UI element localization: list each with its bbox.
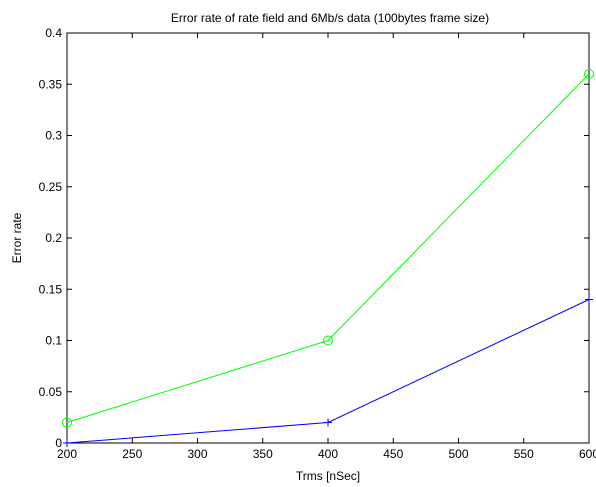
x-tick-label: 450 <box>383 447 403 461</box>
series-2-point <box>324 418 332 427</box>
y-tick-label: 0.3 <box>45 129 62 143</box>
x-tick-label: 600 <box>579 447 596 461</box>
x-tick-label: 350 <box>253 447 273 461</box>
chart-title: Error rate of rate field and 6Mb/s data … <box>171 11 489 25</box>
y-axis-title: Error rate <box>10 212 24 263</box>
y-tick-label: 0.05 <box>39 385 63 399</box>
x-tick-label: 550 <box>514 447 534 461</box>
y-tick-label: 0.25 <box>39 180 63 194</box>
x-axis-title: Trms [nSec] <box>296 469 360 483</box>
series-2-point <box>585 295 593 304</box>
x-tick-label: 250 <box>122 447 142 461</box>
series-1-line <box>66 73 590 423</box>
y-tick-label: 0 <box>55 436 62 450</box>
y-tick-label: 0.2 <box>45 231 62 245</box>
y-tick-label: 0.35 <box>39 77 63 91</box>
x-tick-label: 500 <box>448 447 468 461</box>
series-1-point <box>62 417 72 428</box>
y-axis-ticks: 0 0.05 0.1 0.15 0.2 0.25 0.3 0.35 0.4 <box>39 26 589 450</box>
series-1-point <box>584 69 594 79</box>
y-tick-label: 0.15 <box>39 282 63 296</box>
series-1-point <box>323 335 333 346</box>
plot-area <box>66 32 590 444</box>
x-axis-ticks: 200 250 300 350 400 450 500 550 600 <box>57 33 596 461</box>
x-tick-label: 200 <box>57 447 77 461</box>
series-2-point <box>63 439 71 447</box>
y-tick-label: 0.1 <box>45 334 62 348</box>
series-layer <box>62 69 594 447</box>
x-tick-label: 300 <box>187 447 207 461</box>
y-tick-label: 0.4 <box>45 26 62 40</box>
x-tick-label: 400 <box>318 447 338 461</box>
